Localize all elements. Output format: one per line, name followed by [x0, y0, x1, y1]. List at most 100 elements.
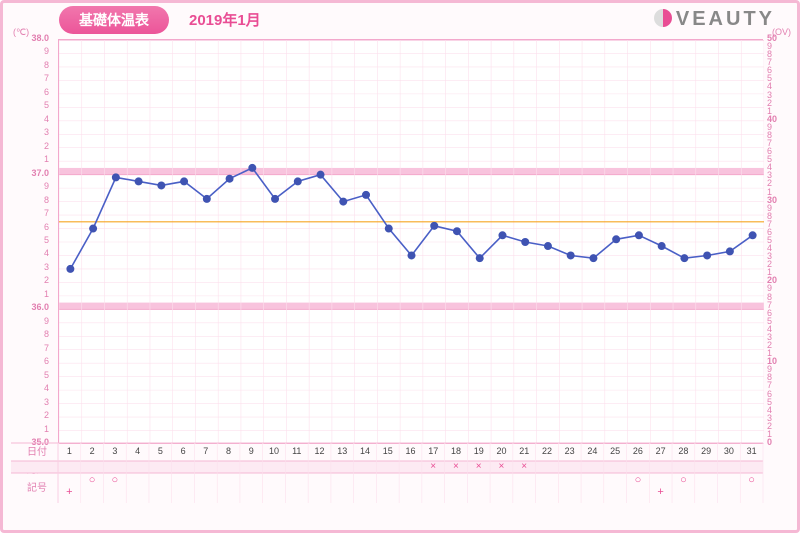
- y-tick-right: 2: [767, 179, 772, 188]
- y-tick-right: 2: [767, 99, 772, 108]
- day-number: 3: [103, 446, 126, 456]
- y-tick-right: 5: [767, 398, 772, 407]
- y-tick-right: 8: [767, 373, 772, 382]
- y-tick-left: 2: [9, 142, 49, 151]
- day-number: 21: [513, 446, 536, 456]
- day-number: 13: [331, 446, 354, 456]
- symbol-mark: +: [58, 487, 81, 498]
- y-tick-left: 3: [9, 263, 49, 272]
- plot-area: [58, 39, 763, 443]
- y-tick-left: 3: [9, 128, 49, 137]
- y-tick-right: 7: [767, 139, 772, 148]
- y-tick-left: 38.0: [9, 34, 49, 43]
- day-number: 20: [490, 446, 513, 456]
- y-tick-left: 8: [9, 196, 49, 205]
- day-number: 14: [354, 446, 377, 456]
- y-tick-right: 8: [767, 212, 772, 221]
- y-tick-left: 3: [9, 398, 49, 407]
- y-tick-right: 7: [767, 220, 772, 229]
- menstruation-mark: ×: [422, 461, 445, 472]
- y-tick-left: 7: [9, 74, 49, 83]
- menstruation-mark: ×: [490, 461, 513, 472]
- menstruation-mark: ×: [513, 461, 536, 472]
- y-tick-right: 3: [767, 414, 772, 423]
- brand-mark-icon: [654, 9, 672, 27]
- y-tick-left: 2: [9, 276, 49, 285]
- y-tick-right: 8: [767, 293, 772, 302]
- y-tick-left: 8: [9, 61, 49, 70]
- day-number: 4: [126, 446, 149, 456]
- day-number: 7: [194, 446, 217, 456]
- row-label-sym: 記号: [19, 479, 55, 494]
- y-tick-right: 1: [767, 430, 772, 439]
- y-tick-right: 30: [767, 196, 777, 205]
- y-tick-right: 6: [767, 66, 772, 75]
- day-number: 5: [149, 446, 172, 456]
- menstruation-mark: ×: [445, 461, 468, 472]
- y-tick-left: 1: [9, 425, 49, 434]
- brand-logo: VEAUTY: [654, 8, 775, 31]
- y-tick-right: 3: [767, 171, 772, 180]
- chart-title: 基礎体温表: [59, 6, 169, 34]
- row-label-mens: 月経: [19, 461, 55, 476]
- y-tick-right: 9: [767, 123, 772, 132]
- y-tick-left: 2: [9, 411, 49, 420]
- month-label: 2019年1月: [189, 9, 261, 30]
- row-label-date: 日付: [19, 443, 55, 458]
- y-tick-right: 40: [767, 115, 777, 124]
- day-number: 16: [399, 446, 422, 456]
- day-number: 2: [81, 446, 104, 456]
- y-tick-right: 2: [767, 260, 772, 269]
- day-number: 17: [422, 446, 445, 456]
- y-tick-right: 4: [767, 244, 772, 253]
- y-tick-left: 9: [9, 182, 49, 191]
- bbt-chart-container: 基礎体温表 2019年1月 VEAUTY (℃) (OV) 35.0123456…: [0, 0, 800, 533]
- day-number: 11: [285, 446, 308, 456]
- y-tick-left: 4: [9, 249, 49, 258]
- symbol-mark: +: [649, 487, 672, 498]
- y-tick-right: 6: [767, 147, 772, 156]
- day-number: 6: [172, 446, 195, 456]
- y-tick-left: 4: [9, 384, 49, 393]
- y-tick-right: 2: [767, 422, 772, 431]
- y-tick-right: 6: [767, 309, 772, 318]
- y-tick-left: 1: [9, 290, 49, 299]
- day-number: 23: [558, 446, 581, 456]
- y-tick-right: 1: [767, 349, 772, 358]
- day-number: 18: [445, 446, 468, 456]
- header-bar: 基礎体温表 2019年1月 VEAUTY: [3, 3, 797, 35]
- y-tick-right: 7: [767, 381, 772, 390]
- y-tick-right: 1: [767, 268, 772, 277]
- y-tick-left: 4: [9, 115, 49, 124]
- y-tick-right: 10: [767, 357, 777, 366]
- day-number: 30: [718, 446, 741, 456]
- day-number: 8: [217, 446, 240, 456]
- line-svg: [59, 40, 764, 444]
- y-tick-left: 9: [9, 47, 49, 56]
- y-tick-right: 1: [767, 107, 772, 116]
- y-tick-right: 5: [767, 74, 772, 83]
- day-number: 12: [308, 446, 331, 456]
- day-number: 27: [649, 446, 672, 456]
- y-tick-right: 9: [767, 42, 772, 51]
- y-tick-right: 6: [767, 390, 772, 399]
- day-number: 25: [604, 446, 627, 456]
- y-tick-left: 5: [9, 236, 49, 245]
- y-tick-left: 6: [9, 357, 49, 366]
- y-tick-right: 3: [767, 333, 772, 342]
- y-tick-right: 7: [767, 301, 772, 310]
- y-tick-left: 5: [9, 371, 49, 380]
- y-tick-right: 5: [767, 155, 772, 164]
- day-number: 1: [58, 446, 81, 456]
- y-tick-right: 3: [767, 252, 772, 261]
- y-tick-right: 4: [767, 406, 772, 415]
- day-number: 24: [581, 446, 604, 456]
- y-tick-right: 2: [767, 341, 772, 350]
- brand-text: VEAUTY: [676, 8, 775, 30]
- y-tick-left: 5: [9, 101, 49, 110]
- day-number: 10: [263, 446, 286, 456]
- day-number: 26: [627, 446, 650, 456]
- y-tick-right: 4: [767, 163, 772, 172]
- y-tick-left: 37.0: [9, 169, 49, 178]
- y-tick-right: 4: [767, 82, 772, 91]
